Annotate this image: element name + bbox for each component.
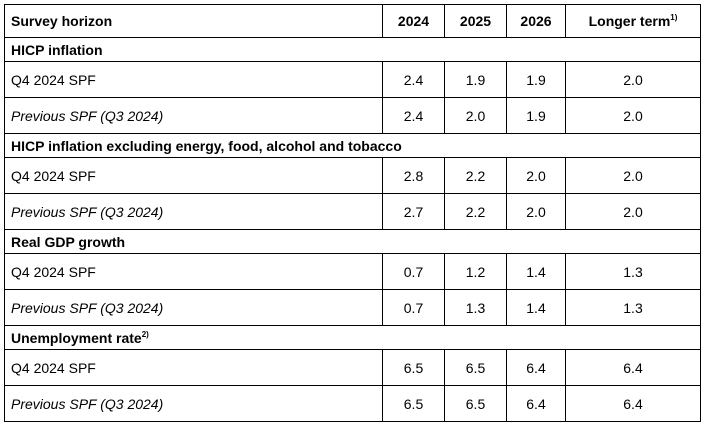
header-2026: 2026 — [506, 4, 566, 38]
header-row: Survey horizon 2024 2025 2026 Longer ter… — [4, 4, 701, 38]
value-2025: 6.5 — [444, 349, 507, 386]
spf-results-table: Survey horizon 2024 2025 2026 Longer ter… — [4, 4, 701, 422]
value-2025: 2.2 — [444, 193, 507, 230]
header-2024: 2024 — [382, 4, 445, 38]
row-label: Previous SPF (Q3 2024) — [4, 385, 383, 422]
value-2025: 2.0 — [444, 97, 507, 134]
table-row: Previous SPF (Q3 2024) 6.5 6.5 6.4 6.4 — [4, 385, 701, 422]
value-2026: 6.4 — [506, 349, 566, 386]
row-label: Previous SPF (Q3 2024) — [4, 193, 383, 230]
header-survey-horizon: Survey horizon — [4, 4, 383, 38]
section-title: HICP inflation — [4, 37, 701, 62]
value-2024: 0.7 — [382, 289, 445, 326]
table-row: Q4 2024 SPF 2.8 2.2 2.0 2.0 — [4, 157, 701, 194]
table-row: Q4 2024 SPF 6.5 6.5 6.4 6.4 — [4, 349, 701, 386]
value-2024: 2.7 — [382, 193, 445, 230]
value-2026: 2.0 — [506, 157, 566, 194]
value-2026: 1.4 — [506, 289, 566, 326]
value-longer-term: 2.0 — [565, 97, 701, 134]
section-row: Real GDP growth — [4, 229, 701, 254]
value-2025: 2.2 — [444, 157, 507, 194]
value-longer-term: 2.0 — [565, 61, 701, 98]
header-longer-term: Longer term1) — [565, 4, 701, 38]
section-row: Unemployment rate2) — [4, 325, 701, 350]
value-2025: 1.2 — [444, 253, 507, 290]
table-row: Q4 2024 SPF 0.7 1.2 1.4 1.3 — [4, 253, 701, 290]
value-longer-term: 6.4 — [565, 385, 701, 422]
value-2024: 2.4 — [382, 97, 445, 134]
value-2024: 6.5 — [382, 349, 445, 386]
value-longer-term: 1.3 — [565, 289, 701, 326]
section-row: HICP inflation — [4, 37, 701, 62]
value-longer-term: 1.3 — [565, 253, 701, 290]
value-2024: 0.7 — [382, 253, 445, 290]
value-2024: 6.5 — [382, 385, 445, 422]
row-label: Q4 2024 SPF — [4, 157, 383, 194]
table-row: Previous SPF (Q3 2024) 0.7 1.3 1.4 1.3 — [4, 289, 701, 326]
value-2026: 1.9 — [506, 97, 566, 134]
value-2024: 2.8 — [382, 157, 445, 194]
value-2025: 1.9 — [444, 61, 507, 98]
value-longer-term: 2.0 — [565, 157, 701, 194]
section-title: HICP inflation excluding energy, food, a… — [4, 133, 701, 158]
section-title: Unemployment rate2) — [4, 325, 701, 350]
header-longer-term-label: Longer term — [588, 13, 671, 29]
value-2025: 6.5 — [444, 385, 507, 422]
header-longer-term-footnote: 1) — [670, 13, 678, 22]
row-label: Previous SPF (Q3 2024) — [4, 289, 383, 326]
row-label: Q4 2024 SPF — [4, 253, 383, 290]
value-2026: 1.9 — [506, 61, 566, 98]
value-2026: 6.4 — [506, 385, 566, 422]
section-title-text: HICP inflation excluding energy, food, a… — [11, 137, 402, 154]
section-title-text: Real GDP growth — [11, 233, 126, 250]
value-2025: 1.3 — [444, 289, 507, 326]
table-row: Previous SPF (Q3 2024) 2.7 2.2 2.0 2.0 — [4, 193, 701, 230]
section-title-text: HICP inflation — [11, 41, 103, 58]
section-title: Real GDP growth — [4, 229, 701, 254]
value-2026: 1.4 — [506, 253, 566, 290]
section-row: HICP inflation excluding energy, food, a… — [4, 133, 701, 158]
section-title-text: Unemployment rate — [11, 329, 142, 346]
section-title-footnote: 2) — [141, 329, 149, 339]
table-row: Previous SPF (Q3 2024) 2.4 2.0 1.9 2.0 — [4, 97, 701, 134]
header-2025: 2025 — [444, 4, 507, 38]
value-2026: 2.0 — [506, 193, 566, 230]
table-row: Q4 2024 SPF 2.4 1.9 1.9 2.0 — [4, 61, 701, 98]
row-label: Q4 2024 SPF — [4, 61, 383, 98]
value-longer-term: 6.4 — [565, 349, 701, 386]
value-longer-term: 2.0 — [565, 193, 701, 230]
row-label: Q4 2024 SPF — [4, 349, 383, 386]
value-2024: 2.4 — [382, 61, 445, 98]
row-label: Previous SPF (Q3 2024) — [4, 97, 383, 134]
